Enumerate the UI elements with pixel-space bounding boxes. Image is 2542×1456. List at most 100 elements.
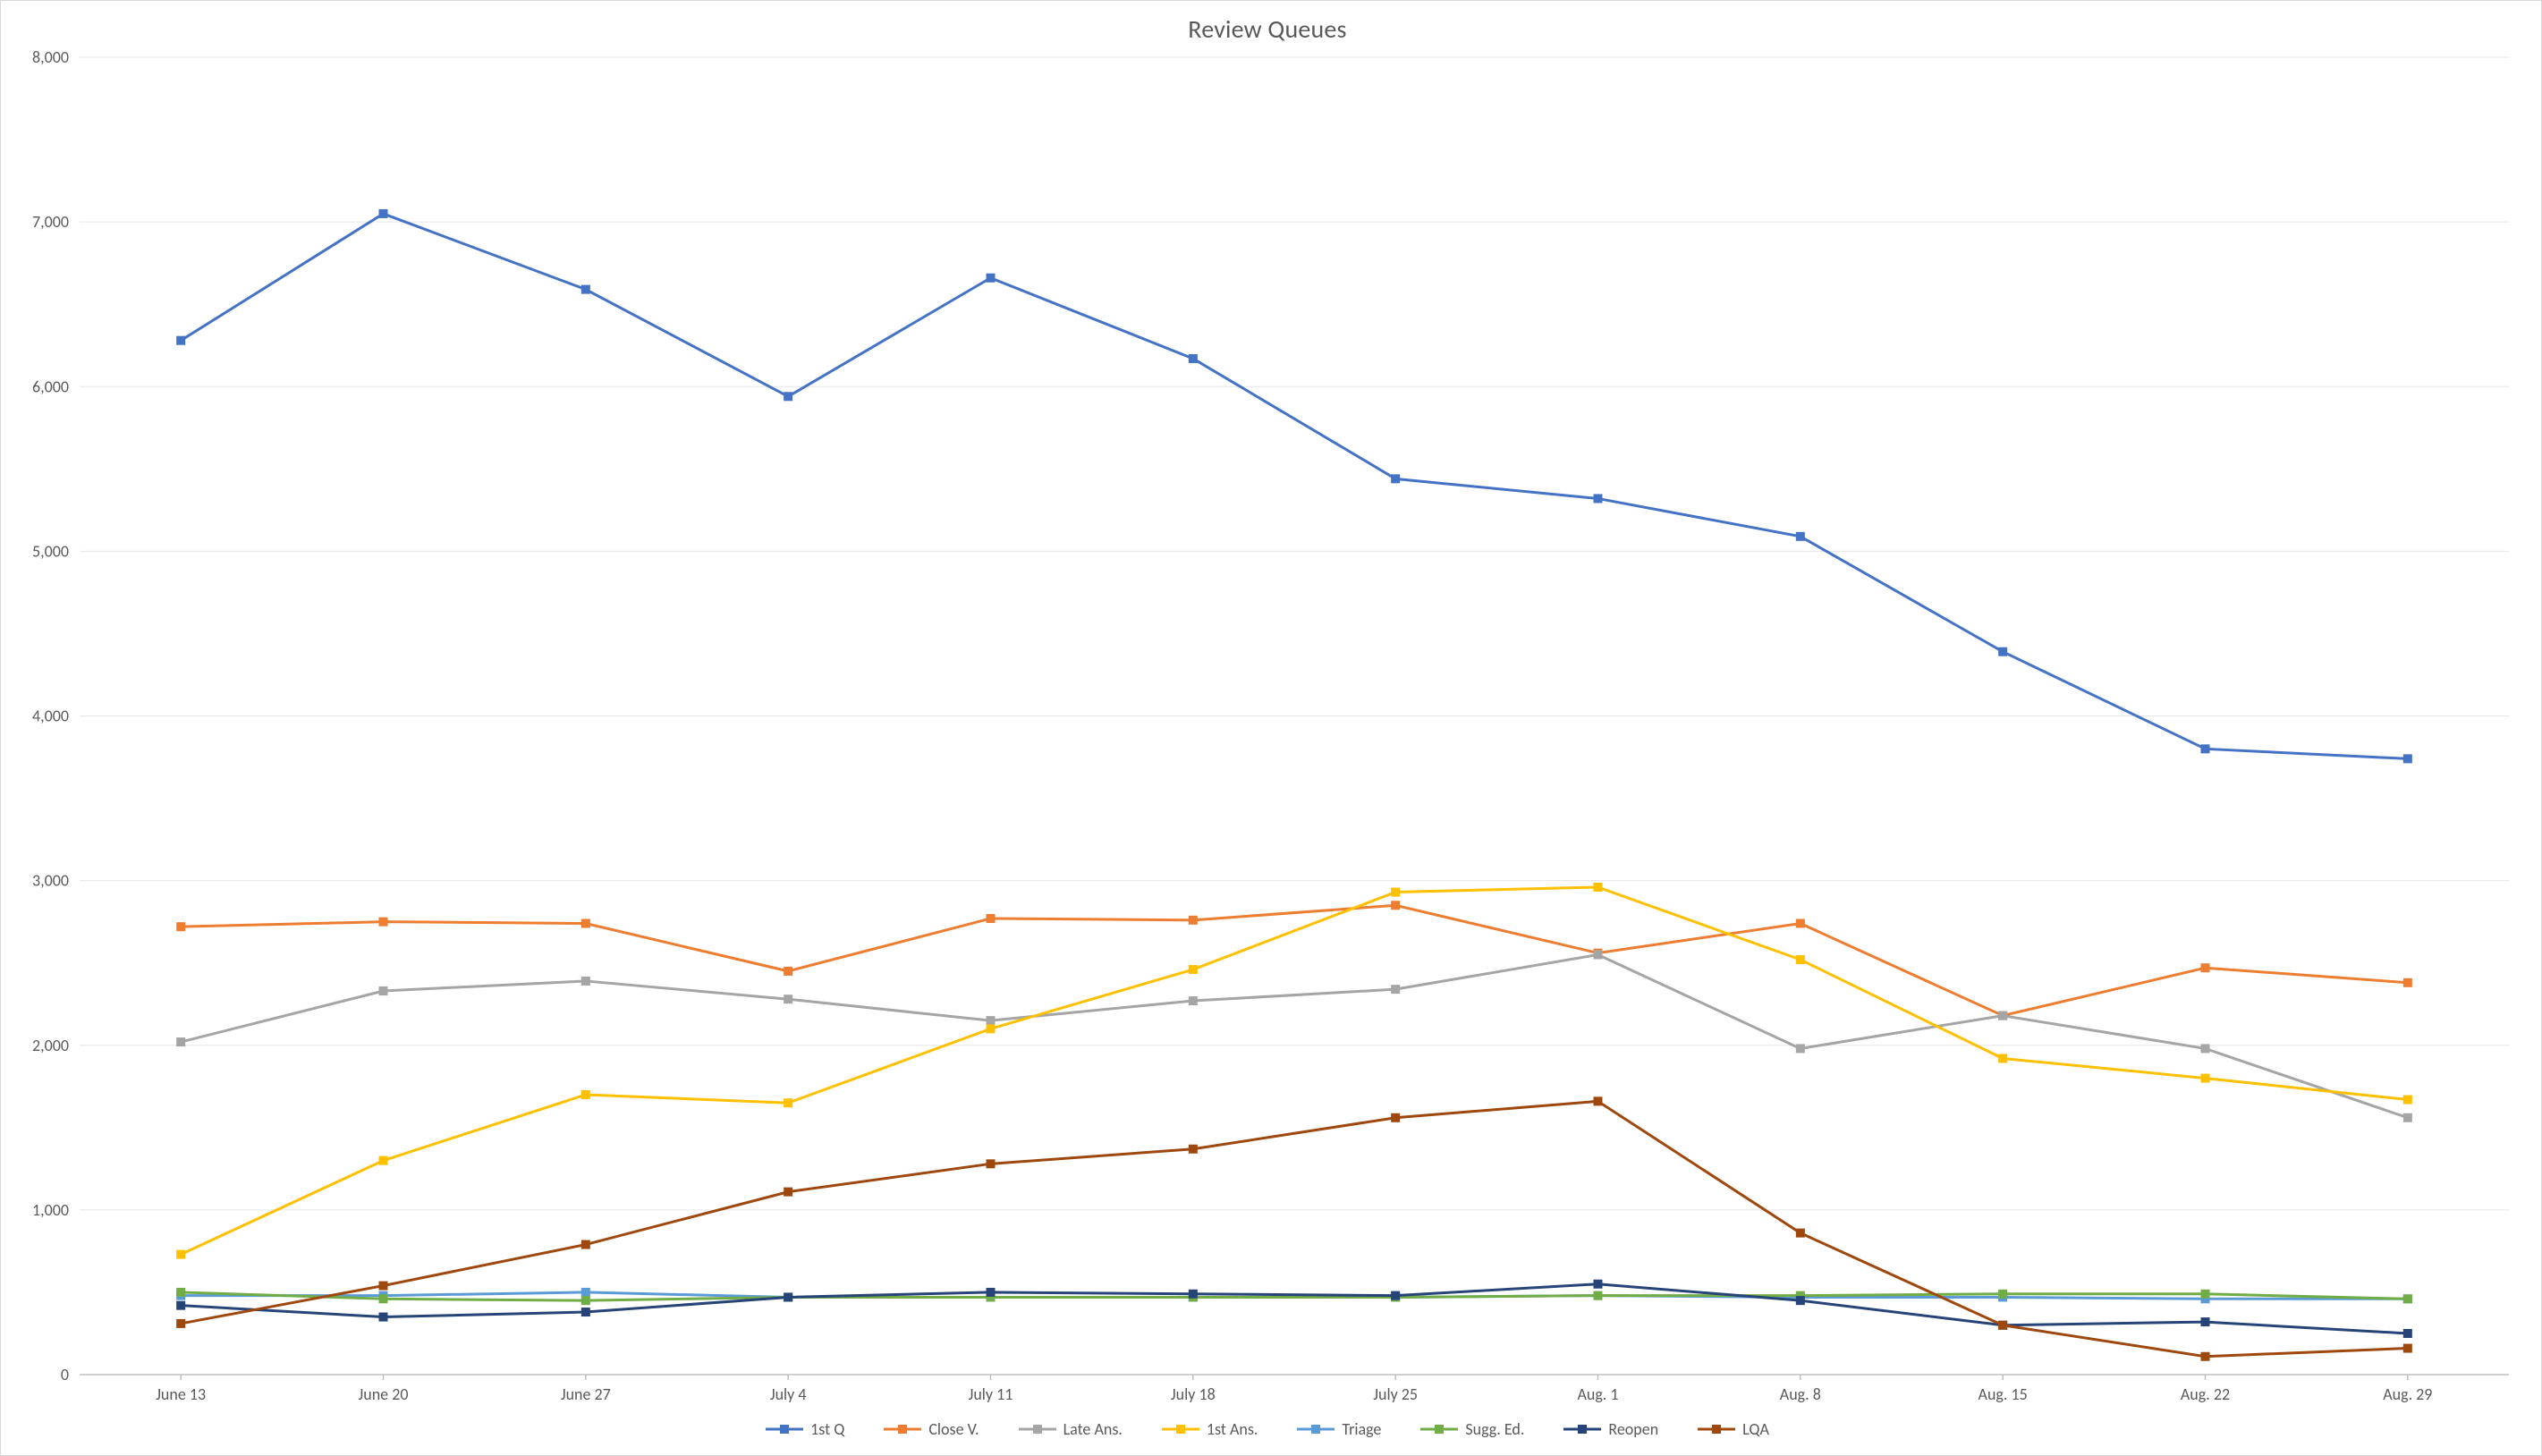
- marker-first_ans: [2403, 1096, 2411, 1104]
- marker-first_ans: [1594, 883, 1602, 891]
- marker-lqa: [2201, 1352, 2209, 1360]
- chart-svg: 01,0002,0003,0004,0005,0006,0007,0008,00…: [8, 48, 2527, 1410]
- series-first_ans: [181, 887, 2408, 1255]
- series-reopen: [181, 1284, 2408, 1333]
- marker-first_q: [2201, 745, 2209, 753]
- marker-reopen: [1594, 1280, 1602, 1288]
- legend-swatch-triage: [1297, 1423, 1335, 1435]
- marker-close_v: [581, 919, 589, 927]
- marker-late_ans: [581, 977, 589, 985]
- legend: 1st QClose V.Late Ans.1st Ans.TriageSugg…: [8, 1410, 2527, 1448]
- legend-label-first_q: 1st Q: [810, 1419, 844, 1439]
- legend-label-first_ans: 1st Ans.: [1207, 1419, 1258, 1439]
- marker-close_v: [1189, 916, 1197, 924]
- marker-lqa: [177, 1319, 185, 1327]
- legend-item-reopen: Reopen: [1563, 1419, 1658, 1439]
- marker-late_ans: [1999, 1012, 2007, 1020]
- marker-late_ans: [1392, 986, 1400, 994]
- marker-late_ans: [2403, 1113, 2411, 1122]
- y-tick-label: 2,000: [32, 1036, 69, 1055]
- marker-first_ans: [1796, 956, 1804, 964]
- legend-swatch-lqa: [1698, 1423, 1735, 1435]
- marker-sugg_ed: [1999, 1290, 2007, 1298]
- series-first_q: [181, 214, 2408, 758]
- legend-label-sugg_ed: Sugg. Ed.: [1465, 1419, 1524, 1439]
- marker-late_ans: [379, 986, 387, 995]
- marker-reopen: [1189, 1290, 1197, 1298]
- legend-swatch-sugg_ed: [1420, 1423, 1458, 1435]
- x-tick-label: June 20: [359, 1384, 409, 1404]
- series-close_v: [181, 905, 2408, 1015]
- y-tick-label: 0: [61, 1365, 69, 1384]
- marker-reopen: [379, 1313, 387, 1321]
- marker-first_ans: [1999, 1054, 2007, 1062]
- x-tick-label: June 13: [156, 1384, 206, 1404]
- x-tick-label: July 11: [969, 1384, 1013, 1404]
- marker-first_ans: [784, 1099, 792, 1107]
- x-tick-label: July 4: [770, 1384, 807, 1404]
- marker-lqa: [1392, 1113, 1400, 1122]
- marker-close_v: [2403, 978, 2411, 986]
- y-tick-label: 4,000: [32, 707, 69, 726]
- marker-lqa: [1189, 1145, 1197, 1153]
- marker-close_v: [1392, 902, 1400, 910]
- marker-close_v: [784, 967, 792, 975]
- marker-close_v: [379, 918, 387, 926]
- series-lqa: [181, 1101, 2408, 1356]
- marker-late_ans: [2201, 1045, 2209, 1053]
- marker-late_ans: [1189, 997, 1197, 1005]
- y-tick-label: 1,000: [32, 1200, 69, 1220]
- marker-reopen: [177, 1301, 185, 1309]
- marker-first_q: [177, 336, 185, 344]
- legend-swatch-first_q: [766, 1423, 803, 1435]
- marker-first_ans: [379, 1156, 387, 1164]
- marker-sugg_ed: [2403, 1295, 2411, 1303]
- x-tick-label: July 18: [1171, 1384, 1216, 1404]
- marker-reopen: [784, 1293, 792, 1301]
- marker-sugg_ed: [379, 1295, 387, 1303]
- series-late_ans: [181, 954, 2408, 1117]
- marker-first_q: [1796, 532, 1804, 540]
- marker-close_v: [2201, 964, 2209, 972]
- marker-sugg_ed: [1594, 1291, 1602, 1299]
- marker-first_q: [2403, 755, 2411, 763]
- marker-late_ans: [1796, 1045, 1804, 1053]
- marker-lqa: [2403, 1344, 2411, 1352]
- chart-title: Review Queues: [8, 13, 2527, 45]
- legend-label-late_ans: Late Ans.: [1063, 1419, 1123, 1439]
- marker-first_ans: [581, 1090, 589, 1098]
- marker-lqa: [379, 1282, 387, 1290]
- legend-swatch-reopen: [1563, 1423, 1601, 1435]
- marker-first_ans: [1189, 966, 1197, 974]
- marker-lqa: [1796, 1229, 1804, 1237]
- legend-swatch-late_ans: [1019, 1423, 1056, 1435]
- y-tick-label: 7,000: [32, 212, 69, 232]
- marker-first_q: [1594, 495, 1602, 503]
- marker-first_q: [1189, 354, 1197, 362]
- legend-swatch-close_v: [884, 1423, 921, 1435]
- legend-label-lqa: LQA: [1742, 1419, 1769, 1439]
- legend-item-sugg_ed: Sugg. Ed.: [1420, 1419, 1524, 1439]
- y-tick-label: 5,000: [32, 541, 69, 561]
- x-tick-label: July 25: [1373, 1384, 1418, 1404]
- marker-first_q: [1999, 648, 2007, 656]
- marker-sugg_ed: [177, 1288, 185, 1296]
- legend-swatch-first_ans: [1162, 1423, 1199, 1435]
- marker-first_ans: [987, 1025, 995, 1033]
- legend-item-close_v: Close V.: [884, 1419, 979, 1439]
- marker-late_ans: [177, 1038, 185, 1046]
- legend-item-first_ans: 1st Ans.: [1162, 1419, 1258, 1439]
- marker-reopen: [1796, 1297, 1804, 1305]
- marker-lqa: [1594, 1097, 1602, 1105]
- x-tick-label: Aug. 8: [1780, 1384, 1821, 1404]
- x-tick-label: Aug. 1: [1577, 1384, 1618, 1404]
- y-tick-label: 8,000: [32, 48, 69, 67]
- marker-close_v: [1796, 919, 1804, 927]
- marker-sugg_ed: [581, 1297, 589, 1305]
- x-tick-label: Aug. 22: [2181, 1384, 2230, 1404]
- x-tick-label: Aug. 29: [2383, 1384, 2432, 1404]
- marker-late_ans: [784, 995, 792, 1003]
- marker-lqa: [581, 1240, 589, 1249]
- marker-reopen: [1392, 1291, 1400, 1299]
- chart-container: Review Queues 01,0002,0003,0004,0005,000…: [0, 0, 2542, 1456]
